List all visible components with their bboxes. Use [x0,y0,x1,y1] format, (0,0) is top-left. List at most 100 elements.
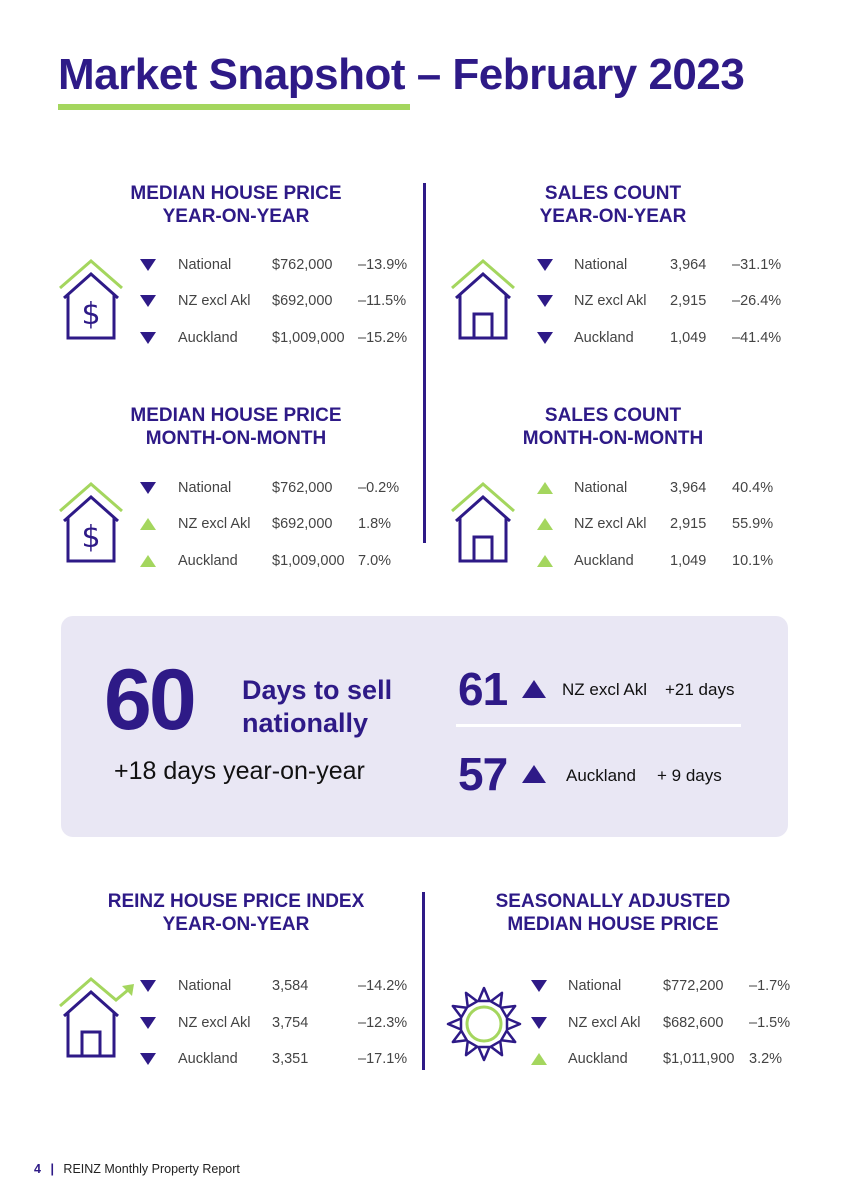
days-to-sell-yoy-note: +18 days year-on-year [114,757,365,785]
stat-change: 55.9% [732,516,774,532]
stat-row-nz-excl-akl: NZ excl Akl 3,754 –12.3% [138,1012,418,1034]
days-to-sell-auckland-value: 57 [458,748,508,800]
house-icon [451,482,515,563]
region-label: Auckland [568,1051,628,1067]
stat-row-national: National 3,964 40.4% [536,477,816,499]
sun-ray [464,991,479,1009]
region-label: NZ excl Akl [178,516,251,532]
sun-ray [477,986,491,1003]
stat-row-national: National 3,584 –14.2% [138,975,418,997]
sun-ray [451,1029,469,1044]
down-arrow-icon [531,980,547,992]
down-arrow-icon [140,482,156,494]
days-to-sell-auckland-label: Auckland [566,766,636,785]
svg-text:$: $ [81,297,100,332]
stat-value: 1,049 [670,553,707,569]
stat-change: –17.1% [358,1051,408,1067]
region-label: NZ excl Akl [574,293,647,309]
section-heading-median-price-yoy: MEDIAN HOUSE PRICE YEAR-ON-YEAR [130,183,342,227]
region-label: NZ excl Akl [178,293,251,309]
region-label: National [574,257,628,273]
sun-ray [499,1029,517,1044]
up-arrow-icon [537,482,553,494]
house-dollar-icon: $ [59,482,123,563]
stat-change: –0.2% [358,480,400,496]
stat-row-national: National 3,964 –31.1% [536,254,816,276]
stat-value: 2,915 [670,293,707,309]
stat-row-auckland: Auckland 3,351 –17.1% [138,1048,418,1070]
days-to-sell-nz-excl-akl-label: NZ excl Akl [562,680,648,699]
sun-ray [464,1039,479,1057]
house-trend-icon [59,977,134,1058]
region-label: NZ excl Akl [568,1015,641,1031]
days-to-sell-auckland-change: + 9 days [657,766,722,785]
region-label: National [574,480,628,496]
stat-row-auckland: Auckland 1,049 –41.4% [536,327,816,349]
sun-ray [489,991,504,1009]
stat-change: –41.4% [732,330,782,346]
region-label: NZ excl Akl [178,1015,251,1031]
stat-row-nz-excl-akl: NZ excl Akl 2,915 –26.4% [536,290,816,312]
stat-row-nz-excl-akl: NZ excl Akl $692,000 1.8% [138,513,418,535]
stat-value: $762,000 [272,480,333,496]
down-arrow-icon [140,259,156,271]
region-label: Auckland [178,1051,238,1067]
stat-row-national: National $762,000 –13.9% [138,254,418,276]
stat-change: 1.8% [358,516,392,532]
down-arrow-icon [537,295,553,307]
stat-value: $692,000 [272,293,333,309]
stat-value: 3,964 [670,480,707,496]
footer-report-name: REINZ Monthly Property Report [63,1162,240,1176]
sun-ray [477,1045,491,1062]
stat-change: –31.1% [732,257,782,273]
stat-change: –13.9% [358,257,408,273]
down-arrow-icon [537,259,553,271]
days-to-sell-national-value: 60 [104,652,197,748]
stat-row-auckland: Auckland $1,009,000 –15.2% [138,327,418,349]
stat-change: –11.5% [358,293,407,309]
down-arrow-icon [140,1017,156,1029]
days-to-sell-nz-excl-akl-change: +21 days [665,680,735,699]
up-arrow-icon [140,555,156,567]
bottom-column-divider [422,892,425,1070]
region-label: Auckland [574,553,634,569]
sun-ray [446,1017,463,1031]
region-label: National [178,978,232,994]
sun-icon [446,986,522,1062]
top-column-divider [423,183,426,543]
down-arrow-icon [140,295,156,307]
stat-change: –15.2% [358,330,408,346]
up-arrow-icon [537,518,553,530]
stat-row-auckland: Auckland 1,049 10.1% [536,550,816,572]
down-arrow-icon [537,332,553,344]
up-arrow-icon [522,765,546,783]
stat-change: 10.1% [732,553,774,569]
panel-divider [456,724,741,727]
region-label: NZ excl Akl [574,516,647,532]
up-arrow-icon [140,518,156,530]
stat-change: 40.4% [732,480,774,496]
down-arrow-icon [140,332,156,344]
stat-change: –26.4% [732,293,782,309]
stat-row-national: National $772,200 –1.7% [530,975,810,997]
up-arrow-icon [522,680,546,698]
house-dollar-icon: $ [59,259,123,340]
stat-value: 3,584 [272,978,309,994]
stat-value: 2,915 [670,516,707,532]
stat-value: $692,000 [272,516,333,532]
days-to-sell-label: Days to sell nationally [242,675,393,738]
stat-value: 3,351 [272,1051,309,1067]
region-label: Auckland [178,330,238,346]
title-underline [58,104,410,110]
up-arrow-icon [537,555,553,567]
region-label: Auckland [178,553,238,569]
stat-change: –1.5% [749,1015,791,1031]
stat-value: $1,011,900 [663,1051,735,1067]
region-label: National [178,257,232,273]
stat-change: –14.2% [358,978,408,994]
stat-value: 3,754 [272,1015,309,1031]
stat-change: 3.2% [749,1051,783,1067]
stat-row-auckland: Auckland $1,009,000 7.0% [138,550,418,572]
footer-separator: | [50,1162,54,1176]
stat-value: $772,200 [663,978,724,994]
